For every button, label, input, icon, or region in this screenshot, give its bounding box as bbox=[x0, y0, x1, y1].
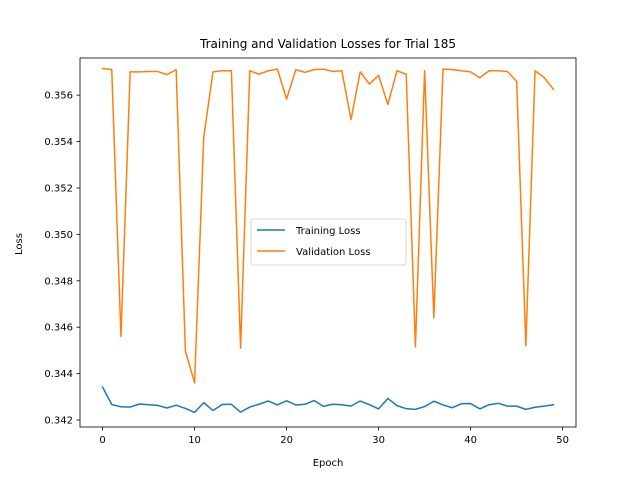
plot-area bbox=[79, 57, 577, 428]
x-tick-label: 30 bbox=[372, 435, 385, 446]
ticks-layer: 0 10 20 30 40 50 0.342 0.344 0.346 0.348 0.350 0.35… bbox=[44, 91, 569, 446]
legend-label: Training Loss bbox=[295, 226, 361, 237]
legend: Training Loss Validation Loss bbox=[250, 218, 407, 266]
x-axis-title: Epoch bbox=[313, 458, 344, 469]
x-tick-label: 10 bbox=[188, 435, 201, 446]
y-tick-label: 0.350 bbox=[44, 230, 73, 241]
training-loss-line bbox=[101, 386, 555, 414]
y-tick-label: 0.346 bbox=[44, 323, 73, 334]
x-tick-label: 0 bbox=[99, 435, 105, 446]
y-tick-label: 0.352 bbox=[44, 183, 73, 194]
y-tick-label: 0.348 bbox=[44, 276, 73, 287]
y-tick-label: 0.342 bbox=[44, 416, 73, 427]
x-tick-label: 40 bbox=[464, 435, 477, 446]
x-tick-label: 50 bbox=[556, 435, 569, 446]
legend-box bbox=[250, 218, 407, 266]
legend-label: Validation Loss bbox=[296, 247, 371, 258]
y-axis-title: Loss bbox=[14, 233, 25, 255]
y-tick-label: 0.356 bbox=[44, 91, 73, 102]
y-tick-label: 0.344 bbox=[44, 369, 73, 380]
series-layer bbox=[101, 67, 555, 414]
y-tick-label: 0.354 bbox=[44, 137, 73, 148]
chart-title: Training and Validation Losses for Trial… bbox=[199, 37, 456, 51]
x-tick-label: 20 bbox=[280, 435, 293, 446]
validation-loss-line bbox=[101, 67, 555, 384]
plot-frame bbox=[79, 57, 577, 428]
